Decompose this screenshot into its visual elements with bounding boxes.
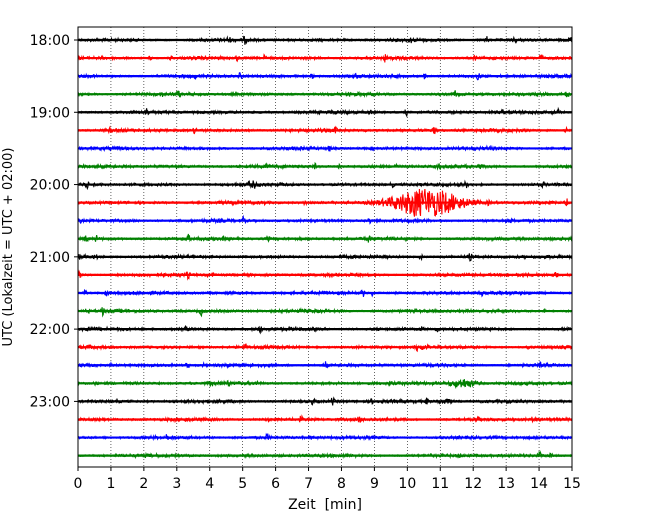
grid-lines: [110, 27, 540, 467]
x-tick-label: 5: [238, 476, 247, 492]
plot-frame: [77, 26, 573, 468]
x-tick-label: 8: [337, 476, 346, 492]
plot-background: [78, 27, 572, 467]
y-tick-label: 19:00: [30, 105, 70, 121]
x-tick-label: 9: [370, 476, 379, 492]
y-tick-label: 20:00: [30, 178, 70, 194]
y-tick-label: 22:00: [30, 322, 70, 338]
y-tick-label: 23:00: [30, 394, 70, 410]
y-axis-ticks: 18:00 19:00 20:00 21:00 22:00 23:00: [30, 33, 78, 410]
x-tick-label: 0: [74, 476, 83, 492]
y-tick-label: 18:00: [30, 33, 70, 49]
x-axis-ticks: 0 1 2 3 4 5 6 7 8 9 10 11 12 13 14 15: [74, 467, 581, 492]
x-tick-label: 11: [431, 476, 449, 492]
x-tick-label: 4: [205, 476, 214, 492]
x-tick-label: 6: [271, 476, 280, 492]
x-tick-label: 1: [106, 476, 115, 492]
x-tick-label: 3: [172, 476, 181, 492]
seismic-traces: [77, 35, 573, 460]
x-axis-label: Zeit [min]: [288, 497, 362, 513]
x-tick-label: 10: [398, 476, 416, 492]
x-tick-label: 2: [139, 476, 148, 492]
x-tick-label: 13: [497, 476, 515, 492]
y-tick-label: 21:00: [30, 250, 70, 266]
x-tick-label: 7: [304, 476, 313, 492]
x-tick-label: 15: [563, 476, 581, 492]
x-tick-label: 12: [464, 476, 482, 492]
x-tick-label: 14: [530, 476, 548, 492]
y-axis-label: UTC (Lokalzeit = UTC + 02:00): [1, 148, 16, 347]
